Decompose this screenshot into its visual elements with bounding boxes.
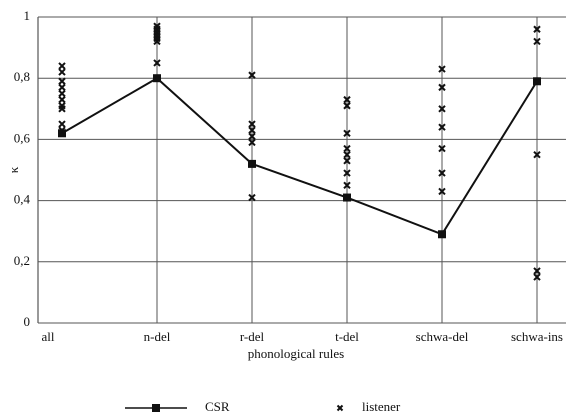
listener-point: [248, 138, 256, 147]
listener-point: [533, 77, 541, 85]
listener-point: [438, 65, 446, 73]
listener-point: [343, 169, 351, 177]
listener-point: [533, 267, 541, 275]
listener-point: [438, 123, 446, 131]
listener-point: [533, 37, 541, 46]
listener-point: [248, 120, 256, 128]
listener-point: [438, 230, 446, 238]
listener-point: [438, 105, 446, 113]
listener-point: [248, 193, 256, 202]
y-tick-label: 1: [24, 8, 31, 23]
x-axis-label: phonological rules: [248, 346, 344, 361]
csr-line: [61, 76, 538, 236]
y-tick-label: 0,4: [14, 192, 31, 207]
y-tick-label: 0,2: [14, 253, 30, 268]
listener-point: [343, 95, 351, 104]
csr-marker: [58, 129, 66, 138]
listener-point: [153, 59, 161, 67]
y-tick-label: 0,6: [14, 130, 31, 145]
listener-point: [58, 120, 66, 128]
listener-point: [343, 129, 351, 137]
listener-point: [248, 71, 256, 79]
listener-point: [58, 126, 66, 134]
listener-point: [248, 160, 256, 168]
listener-point: [438, 144, 446, 153]
listener-point: [343, 150, 351, 159]
legend-marker: [336, 404, 344, 412]
listener-point: [58, 89, 66, 98]
listener-point: [438, 169, 446, 177]
listener-point: [58, 77, 66, 85]
listener-point: [58, 95, 66, 104]
listener-point: [438, 187, 446, 196]
legend-marker: [152, 404, 160, 412]
x-tick-label: n-del: [144, 329, 171, 344]
x-tick-label: all: [42, 329, 55, 344]
listener-point: [438, 83, 446, 92]
listener-point: [58, 62, 66, 70]
listener-point: [343, 157, 351, 165]
x-tick-label: r-del: [240, 329, 265, 344]
listener-point: [343, 144, 351, 153]
listener-point: [343, 181, 351, 190]
y-tick-label: 0: [24, 314, 31, 329]
x-tick-label: schwa-ins: [511, 329, 563, 344]
x-tick-label: t-del: [335, 329, 359, 344]
listener-point: [58, 83, 66, 92]
x-tick-label: schwa-del: [416, 329, 469, 344]
listener-point: [153, 37, 161, 46]
listener-point: [343, 193, 351, 202]
listener-point: [153, 74, 161, 82]
legend-label: CSR: [205, 399, 230, 414]
y-tick-label: 0,8: [14, 69, 30, 84]
y-axis-label: κ: [6, 166, 21, 173]
listener-point: [533, 150, 541, 159]
listener-point: [58, 68, 66, 76]
listener-point: [58, 105, 66, 113]
listener-point: [343, 102, 351, 110]
listener-point: [533, 273, 541, 281]
listener-point: [248, 126, 256, 134]
listener-point: [533, 25, 541, 33]
listener-point: [248, 132, 256, 141]
legend-label: listener: [362, 399, 401, 414]
